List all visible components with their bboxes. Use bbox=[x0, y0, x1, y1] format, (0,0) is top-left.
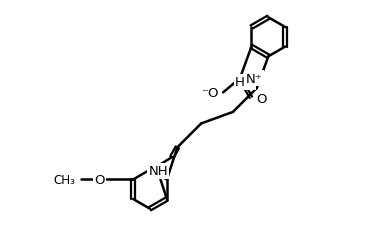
Text: CH₃: CH₃ bbox=[54, 173, 76, 186]
Text: O: O bbox=[256, 93, 266, 106]
Text: ⁻O: ⁻O bbox=[202, 86, 219, 99]
Text: N⁺: N⁺ bbox=[246, 72, 263, 85]
Text: O: O bbox=[94, 173, 105, 186]
Text: NH: NH bbox=[148, 165, 168, 178]
Text: HN: HN bbox=[235, 76, 255, 89]
